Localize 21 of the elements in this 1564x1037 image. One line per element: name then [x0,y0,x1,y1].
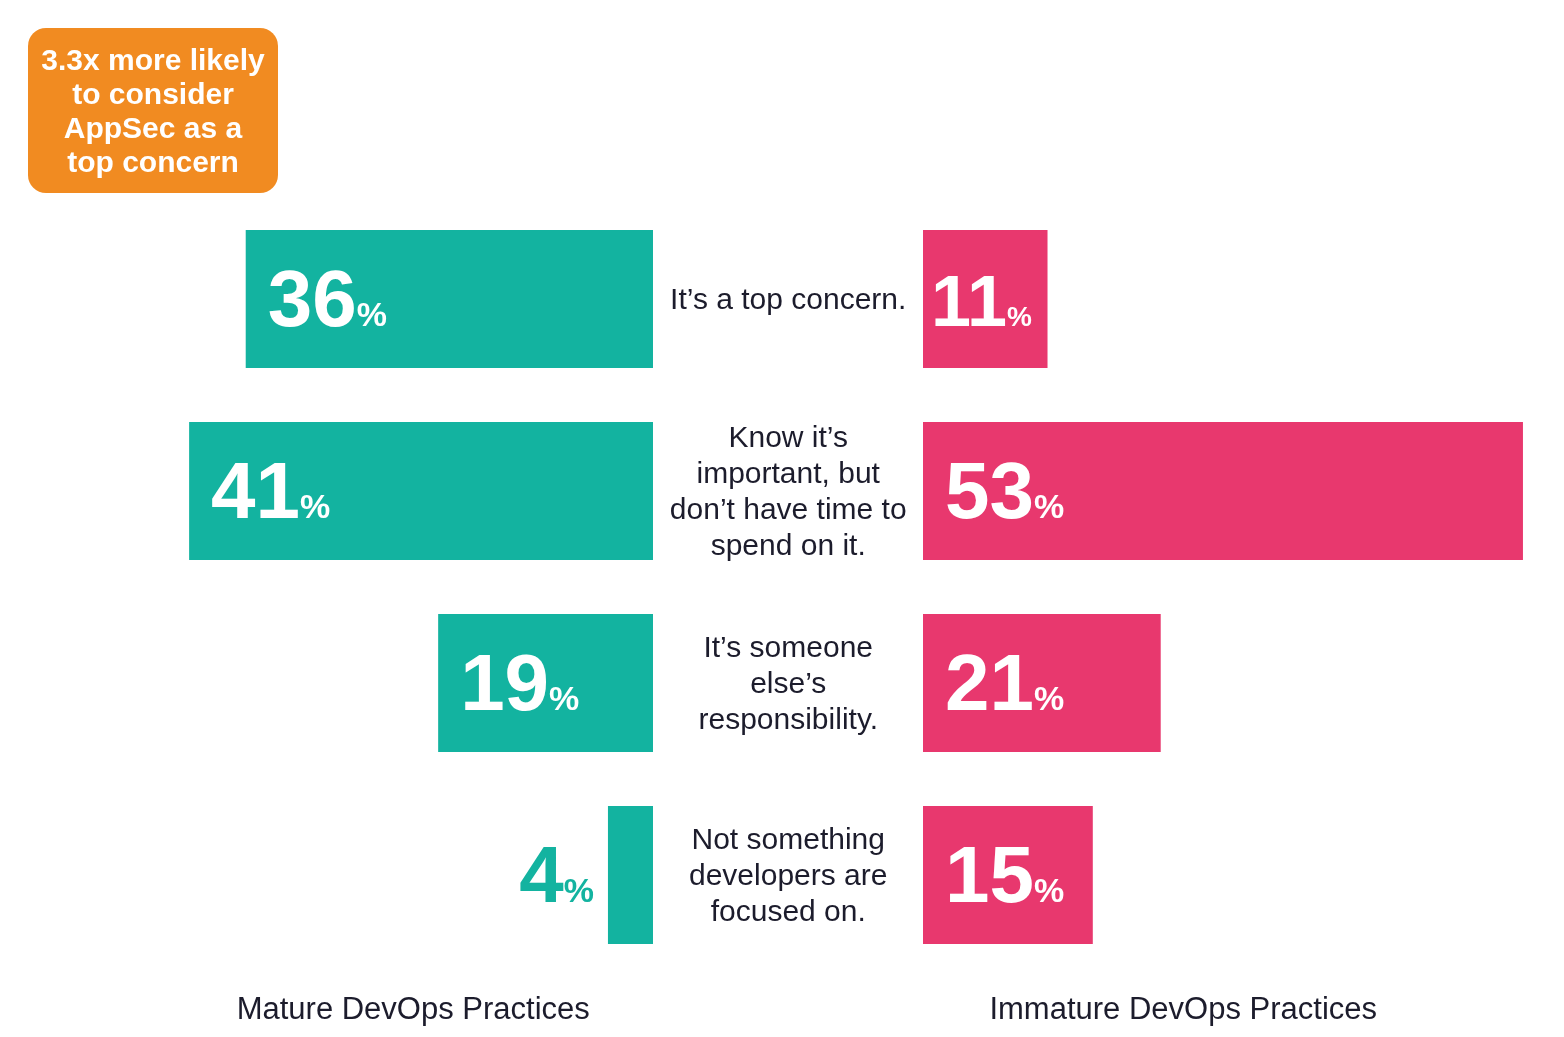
data-label: 11% [931,260,1033,341]
y-tick-label: Not something developers are focused on. [688,821,889,929]
text: 3.3x more likely to consider AppSec as a top concern [40,42,266,179]
data-label: 36% [267,253,387,343]
bar [923,421,1524,560]
data-label: 19% [460,637,580,727]
x-axis-title: Mature DevOps Practices [236,991,590,1026]
bar [607,805,654,944]
data-label: 15% [945,829,1065,919]
bar [438,613,654,752]
data-label: 53% [945,445,1065,535]
x-axis-title: Immature DevOps Practices [989,991,1378,1026]
y-tick-label: It’s someone else’s responsibility. [697,629,879,737]
data-label: 4% [519,829,594,919]
data-label: 41% [211,445,331,535]
bar [189,421,654,560]
bar [923,613,1161,752]
data-label: 21% [945,637,1065,727]
y-tick-label: It’s a top concern. [670,281,907,317]
y-tick-label: Know it’s important, but don’t have time to spend on it. [668,419,908,563]
bar [245,229,654,368]
